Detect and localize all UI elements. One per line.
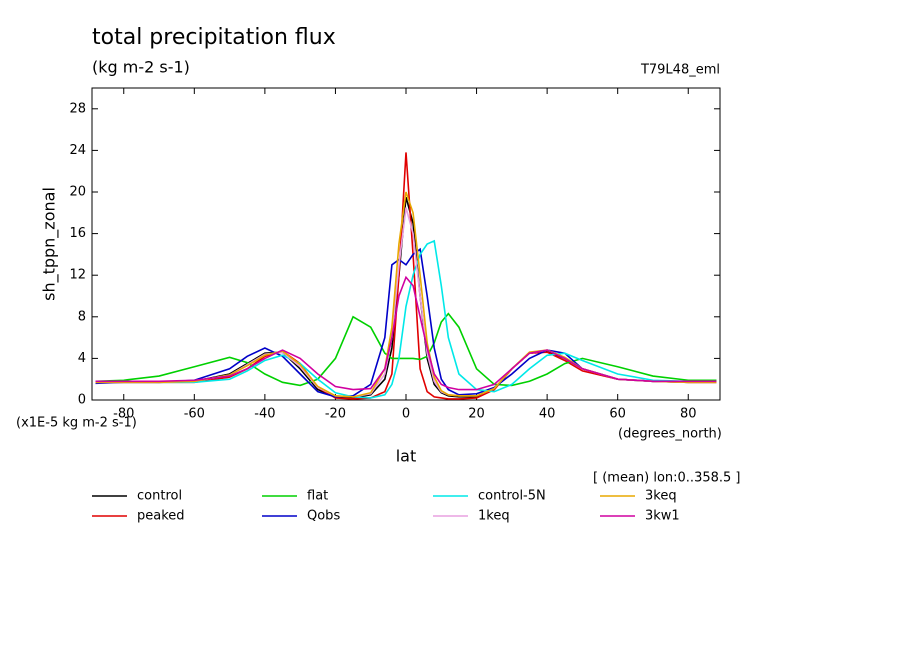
x-tick-label: -60 bbox=[184, 407, 205, 422]
annotation: (x1E-5 kg m-2 s-1) bbox=[16, 416, 137, 431]
legend-label: control bbox=[137, 489, 182, 504]
y-tick-label: 8 bbox=[78, 309, 86, 324]
legend-label: peaked bbox=[137, 509, 185, 524]
plot-frame bbox=[91, 87, 721, 401]
annotation: [ (mean) lon:0..358.5 ] bbox=[593, 471, 741, 486]
x-tick-label: 20 bbox=[468, 407, 485, 422]
x-tick-label: 80 bbox=[680, 407, 697, 422]
x-tick-label: 40 bbox=[539, 407, 556, 422]
series-line bbox=[95, 247, 717, 398]
y-tick-label: 12 bbox=[69, 268, 86, 283]
y-tick-label: 28 bbox=[69, 101, 86, 116]
y-axis-label: sh_tppn_zonal bbox=[40, 187, 60, 301]
x-tick-label: 0 bbox=[402, 407, 410, 422]
legend-label: control-5N bbox=[478, 489, 546, 504]
series-line bbox=[95, 312, 717, 387]
y-tick-label: 20 bbox=[69, 185, 86, 200]
legend-label: flat bbox=[307, 489, 328, 504]
x-tick-label: -20 bbox=[325, 407, 346, 422]
legend-label: Qobs bbox=[307, 509, 340, 524]
chart-subtitle: (kg m-2 s-1) bbox=[92, 58, 190, 77]
y-tick-label: 4 bbox=[78, 351, 86, 366]
x-tick-label: -40 bbox=[254, 407, 275, 422]
legend-label: 3keq bbox=[645, 489, 677, 504]
y-tick-label: 24 bbox=[69, 143, 86, 158]
annotation: T79L48_eml bbox=[640, 63, 720, 78]
series-line bbox=[95, 152, 717, 400]
y-tick-label: 0 bbox=[78, 393, 86, 408]
x-tick-label: 60 bbox=[609, 407, 626, 422]
annotation: (degrees_north) bbox=[618, 427, 722, 442]
series-line bbox=[95, 275, 717, 391]
series-line bbox=[95, 191, 717, 398]
series-line bbox=[95, 239, 717, 399]
legend-label: 1keq bbox=[478, 509, 510, 524]
chart-title: total precipitation flux bbox=[92, 25, 336, 50]
x-axis-label: lat bbox=[396, 447, 417, 466]
y-tick-label: 16 bbox=[69, 226, 86, 241]
x-tick-label: -80 bbox=[113, 407, 134, 422]
legend-label: 3kw1 bbox=[645, 509, 680, 524]
